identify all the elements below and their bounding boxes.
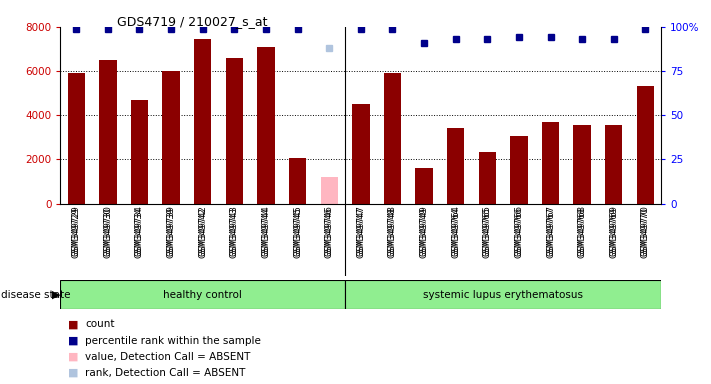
Text: GDS4719 / 210027_s_at: GDS4719 / 210027_s_at [117,15,268,28]
Text: disease state: disease state [1,290,70,300]
Bar [257,47,274,204]
Bar [99,60,117,204]
Text: ■: ■ [68,319,78,329]
Text: GSM349765: GSM349765 [483,207,492,258]
Text: GSM349769: GSM349769 [609,207,619,258]
Text: GSM349742: GSM349742 [198,207,207,258]
Text: GSM349749: GSM349749 [419,207,429,258]
Text: systemic lupus erythematosus: systemic lupus erythematosus [423,290,583,300]
Text: GSM349734: GSM349734 [135,207,144,258]
Text: GSM349739: GSM349739 [166,207,176,258]
Text: GSM349743: GSM349743 [230,207,239,258]
Bar [574,125,591,204]
Text: healthy control: healthy control [164,290,242,300]
Bar [194,39,211,204]
Bar [352,104,370,204]
Text: rank, Detection Call = ABSENT: rank, Detection Call = ABSENT [85,368,246,378]
Bar [289,158,306,204]
Bar [68,73,85,204]
Bar [60,280,345,309]
Bar [542,122,560,204]
Text: ▶: ▶ [52,290,60,300]
Text: GSM349744: GSM349744 [262,207,270,258]
Text: value, Detection Call = ABSENT: value, Detection Call = ABSENT [85,352,251,362]
Text: GSM349729: GSM349729 [72,207,81,258]
Text: ■: ■ [68,368,78,378]
Bar [447,128,464,204]
Text: GSM349730: GSM349730 [103,207,112,258]
Text: GSM349766: GSM349766 [515,207,523,258]
Bar [345,280,661,309]
Text: GSM349767: GSM349767 [546,207,555,258]
Bar [131,100,148,204]
Bar [479,152,496,204]
Text: ■: ■ [68,352,78,362]
Bar [510,136,528,204]
Text: GSM349745: GSM349745 [293,207,302,258]
Text: percentile rank within the sample: percentile rank within the sample [85,336,261,346]
Bar [605,125,623,204]
Text: GSM349764: GSM349764 [451,207,460,258]
Text: GSM349746: GSM349746 [325,207,333,258]
Bar [637,86,654,204]
Bar [321,177,338,204]
Bar [225,58,243,204]
Text: GSM349770: GSM349770 [641,207,650,258]
Text: count: count [85,319,114,329]
Bar [415,168,433,204]
Text: ■: ■ [68,336,78,346]
Text: GSM349747: GSM349747 [356,207,365,258]
Text: GSM349768: GSM349768 [577,207,587,258]
Bar [384,73,401,204]
Bar [162,71,180,204]
Text: GSM349748: GSM349748 [388,207,397,258]
